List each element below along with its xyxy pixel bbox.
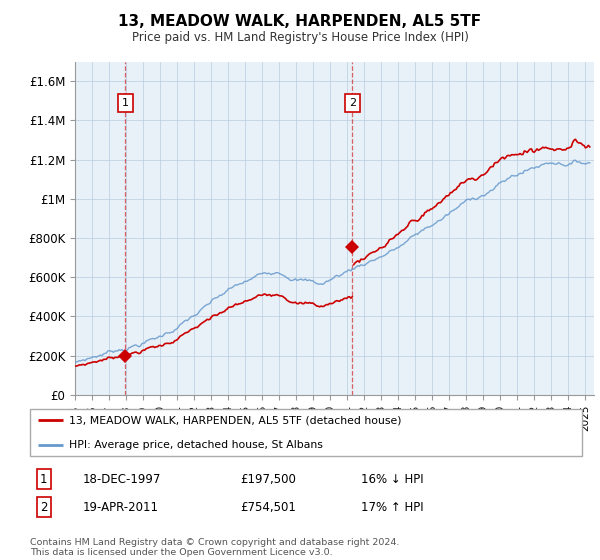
Text: 17% ↑ HPI: 17% ↑ HPI (361, 501, 424, 514)
Text: £754,501: £754,501 (240, 501, 296, 514)
Text: Price paid vs. HM Land Registry's House Price Index (HPI): Price paid vs. HM Land Registry's House … (131, 31, 469, 44)
Text: 18-DEC-1997: 18-DEC-1997 (82, 473, 161, 486)
Text: 1: 1 (40, 473, 47, 486)
Text: 2: 2 (40, 501, 47, 514)
Text: HPI: Average price, detached house, St Albans: HPI: Average price, detached house, St A… (68, 440, 323, 450)
Text: 2: 2 (349, 98, 356, 108)
Text: 19-APR-2011: 19-APR-2011 (82, 501, 158, 514)
Text: 1: 1 (122, 98, 129, 108)
Text: 13, MEADOW WALK, HARPENDEN, AL5 5TF (detached house): 13, MEADOW WALK, HARPENDEN, AL5 5TF (det… (68, 415, 401, 425)
FancyBboxPatch shape (30, 409, 582, 456)
Text: £197,500: £197,500 (240, 473, 296, 486)
Text: 13, MEADOW WALK, HARPENDEN, AL5 5TF: 13, MEADOW WALK, HARPENDEN, AL5 5TF (118, 14, 482, 29)
Text: Contains HM Land Registry data © Crown copyright and database right 2024.
This d: Contains HM Land Registry data © Crown c… (30, 538, 400, 557)
Text: 16% ↓ HPI: 16% ↓ HPI (361, 473, 424, 486)
